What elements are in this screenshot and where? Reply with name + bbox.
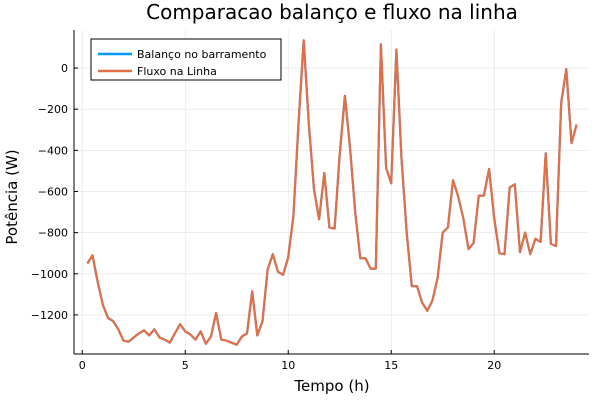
y-tick-label: 0: [61, 62, 68, 75]
legend-label-balanco: Balanço no barramento: [137, 48, 267, 61]
y-axis-label: Potência (W): [3, 149, 21, 244]
y-grid: [74, 67, 589, 316]
legend-box: [90, 38, 282, 81]
series-line-balanco-no-barramento: [86, 39, 578, 346]
x-grid: [81, 30, 495, 354]
y-tick-label: −1000: [31, 268, 68, 281]
y-tick-label: −200: [38, 103, 68, 116]
y-tick-label: −600: [38, 185, 68, 198]
x-tick-label: 20: [487, 359, 501, 372]
y-ticks: 0 −200 −400 −600 −800 −1000 −1200: [31, 62, 78, 322]
x-tick-label: 0: [79, 359, 86, 372]
x-tick-label: 10: [281, 359, 295, 372]
x-tick-label: 5: [182, 359, 189, 372]
series-layer: [86, 39, 578, 346]
y-tick-label: −1200: [31, 309, 68, 322]
x-axis-label: Tempo (h): [293, 377, 369, 395]
x-ticks: 0 5 10 15 20: [79, 350, 501, 372]
legend: Balanço no barramento Fluxo na Linha: [90, 38, 282, 81]
y-tick-label: −400: [38, 144, 68, 157]
chart-title: Comparacao balanço e fluxo na linha: [146, 0, 518, 24]
series-line-fluxo-na-linha: [86, 39, 578, 346]
legend-label-fluxo: Fluxo na Linha: [137, 65, 217, 78]
x-tick-label: 15: [384, 359, 398, 372]
y-tick-label: −800: [38, 227, 68, 240]
